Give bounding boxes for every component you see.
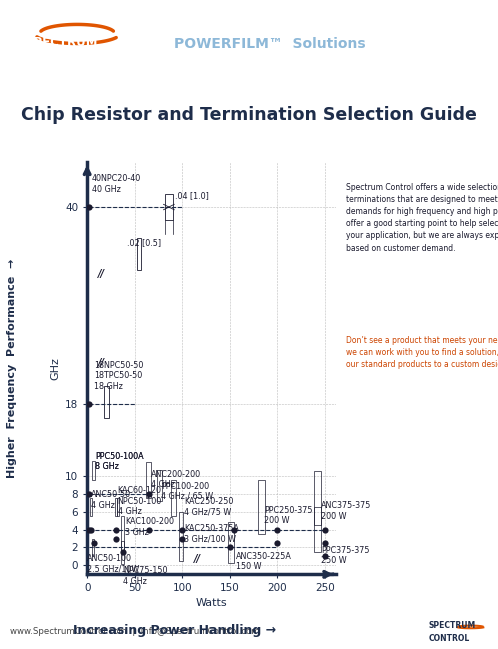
- Text: //: //: [194, 554, 201, 563]
- Text: PPC375-375
250 W: PPC375-375 250 W: [321, 546, 370, 565]
- Bar: [179, 511, 183, 561]
- Bar: [104, 386, 109, 417]
- Text: Don’t see a product that meets your needs? Contract us and
we can work with you : Don’t see a product that meets your need…: [346, 336, 498, 369]
- Bar: [171, 480, 175, 516]
- Y-axis label: GHz: GHz: [51, 357, 61, 380]
- Text: POWERFILM™  Solutions: POWERFILM™ Solutions: [174, 37, 366, 51]
- Bar: [90, 498, 92, 516]
- Bar: [115, 498, 117, 516]
- Bar: [165, 193, 173, 221]
- Text: PPC100-200
4 GHz / 65 W: PPC100-200 4 GHz / 65 W: [161, 482, 214, 501]
- Bar: [258, 480, 265, 534]
- Text: .02 [0.5]: .02 [0.5]: [127, 238, 161, 247]
- Text: NPC75-150
4 GHz: NPC75-150 4 GHz: [124, 567, 168, 585]
- Text: //: //: [98, 269, 105, 278]
- Text: ANC350-225A
150 W: ANC350-225A 150 W: [237, 552, 292, 571]
- Text: www.SpectrumControl.com  |  info@SpectrumControl.com: www.SpectrumControl.com | info@SpectrumC…: [10, 627, 259, 635]
- Text: KAC250-250
4 GHz/75 W: KAC250-250 4 GHz/75 W: [184, 496, 234, 516]
- Text: //: //: [98, 358, 105, 369]
- Bar: [92, 539, 94, 556]
- Bar: [117, 498, 119, 516]
- Text: ANC200-200
4 GHz: ANC200-200 4 GHz: [151, 470, 201, 489]
- Bar: [92, 461, 95, 480]
- Text: KAC250-375A
3 GHz/100 W: KAC250-375A 3 GHz/100 W: [184, 524, 239, 543]
- Text: KAC60-120
NPC50-100
4 GHz: KAC60-120 NPC50-100 4 GHz: [118, 486, 162, 516]
- Text: KAC100-200
3 GHz: KAC100-200 3 GHz: [125, 517, 174, 537]
- X-axis label: Watts: Watts: [196, 598, 228, 607]
- Text: PPC50-100A
8 GHz: PPC50-100A 8 GHz: [95, 452, 143, 471]
- Bar: [136, 238, 141, 270]
- Bar: [122, 516, 124, 552]
- Bar: [146, 462, 151, 498]
- Text: CONTROL: CONTROL: [428, 634, 470, 643]
- Text: Higher  Frequency  Performance  →: Higher Frequency Performance →: [7, 258, 17, 478]
- Text: PPC50-100A
8 GHz: PPC50-100A 8 GHz: [95, 452, 143, 471]
- Bar: [314, 471, 321, 525]
- Bar: [157, 469, 162, 501]
- Text: 18NPC50-50
18TPC50-50
18 GHz: 18NPC50-50 18TPC50-50 18 GHz: [94, 361, 143, 391]
- Text: ANC375-375
200 W: ANC375-375 200 W: [321, 501, 372, 520]
- Text: PPC250-375
200 W: PPC250-375 200 W: [264, 506, 312, 525]
- Bar: [228, 522, 234, 563]
- Text: .04 [1.0]: .04 [1.0]: [175, 191, 209, 200]
- Text: SPECTRUM: SPECTRUM: [428, 621, 476, 630]
- Bar: [122, 541, 124, 563]
- Bar: [314, 507, 321, 552]
- Text: ANC50-50
4 GHz: ANC50-50 4 GHz: [91, 491, 131, 510]
- Text: 40NPC20-40
40 GHz: 40NPC20-40 40 GHz: [92, 174, 141, 193]
- Text: Chip Resistor and Termination Selection Guide: Chip Resistor and Termination Selection …: [21, 106, 477, 124]
- Text: Spectrum Control offers a wide selection of resistors and
terminations that are : Spectrum Control offers a wide selection…: [346, 183, 498, 252]
- Text: ANC50-100
2.5 GHz/10W: ANC50-100 2.5 GHz/10W: [87, 554, 139, 573]
- Text: SPECTRUM
CONTROL: SPECTRUM CONTROL: [25, 36, 98, 66]
- Text: Increasing Power Handling →: Increasing Power Handling →: [73, 624, 276, 637]
